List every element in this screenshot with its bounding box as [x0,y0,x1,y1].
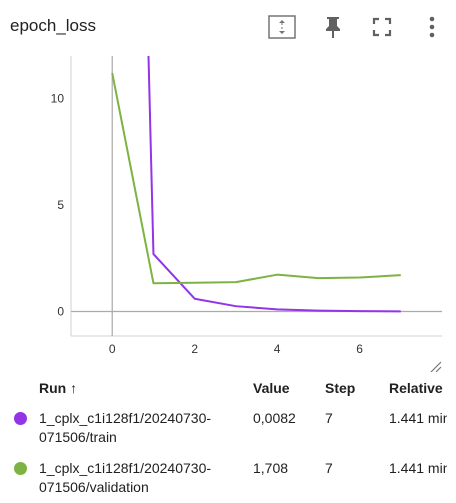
header-relative[interactable]: Relative [389,380,443,396]
loss-chart[interactable]: 0 2 4 6 0 5 10 [0,56,456,372]
step-cell: 7 [325,410,333,426]
relative-cell: 1.441 min [389,410,447,426]
step-cell: 7 [325,460,333,476]
fit-domain-icon[interactable] [267,12,297,42]
y-tick-label: 0 [57,305,64,319]
x-tick-label: 0 [109,342,116,356]
series-color-dot [14,412,27,425]
x-tick-label: 4 [274,342,281,356]
run-name: 1_cplx_c1i128f1/20240730- 071506/validat… [39,460,212,495]
series-layer [111,56,401,313]
chart-title: epoch_loss [10,16,97,35]
header-run[interactable]: Run ↑ [39,380,78,396]
run-name: 1_cplx_c1i128f1/20240730- 071506/train [39,410,212,445]
fullscreen-icon[interactable] [367,12,397,42]
header-step[interactable]: Step [325,380,356,396]
table-row-train[interactable]: 1_cplx_c1i128f1/20240730- 071506/train 0… [0,409,456,453]
x-tick-label: 6 [356,342,363,356]
series-line-validation[interactable] [111,72,401,285]
pin-icon[interactable] [318,12,348,42]
resize-handle-icon[interactable] [430,361,442,372]
value-cell: 1,708 [253,460,289,476]
table-row-validation[interactable]: 1_cplx_c1i128f1/20240730- 071506/validat… [0,459,456,503]
axis-ticks: 0 2 4 6 0 5 10 [51,92,364,356]
series-line-train[interactable] [147,56,401,313]
header-value[interactable]: Value [253,380,290,396]
x-tick-label: 2 [191,342,198,356]
card-header: epoch_loss [0,0,456,56]
series-color-dot [14,462,27,475]
value-cell: 0,0082 [253,410,296,426]
more-vert-icon[interactable] [417,12,447,42]
y-tick-label: 5 [57,198,64,212]
y-tick-label: 10 [51,92,65,106]
relative-cell: 1.441 min [389,460,447,476]
